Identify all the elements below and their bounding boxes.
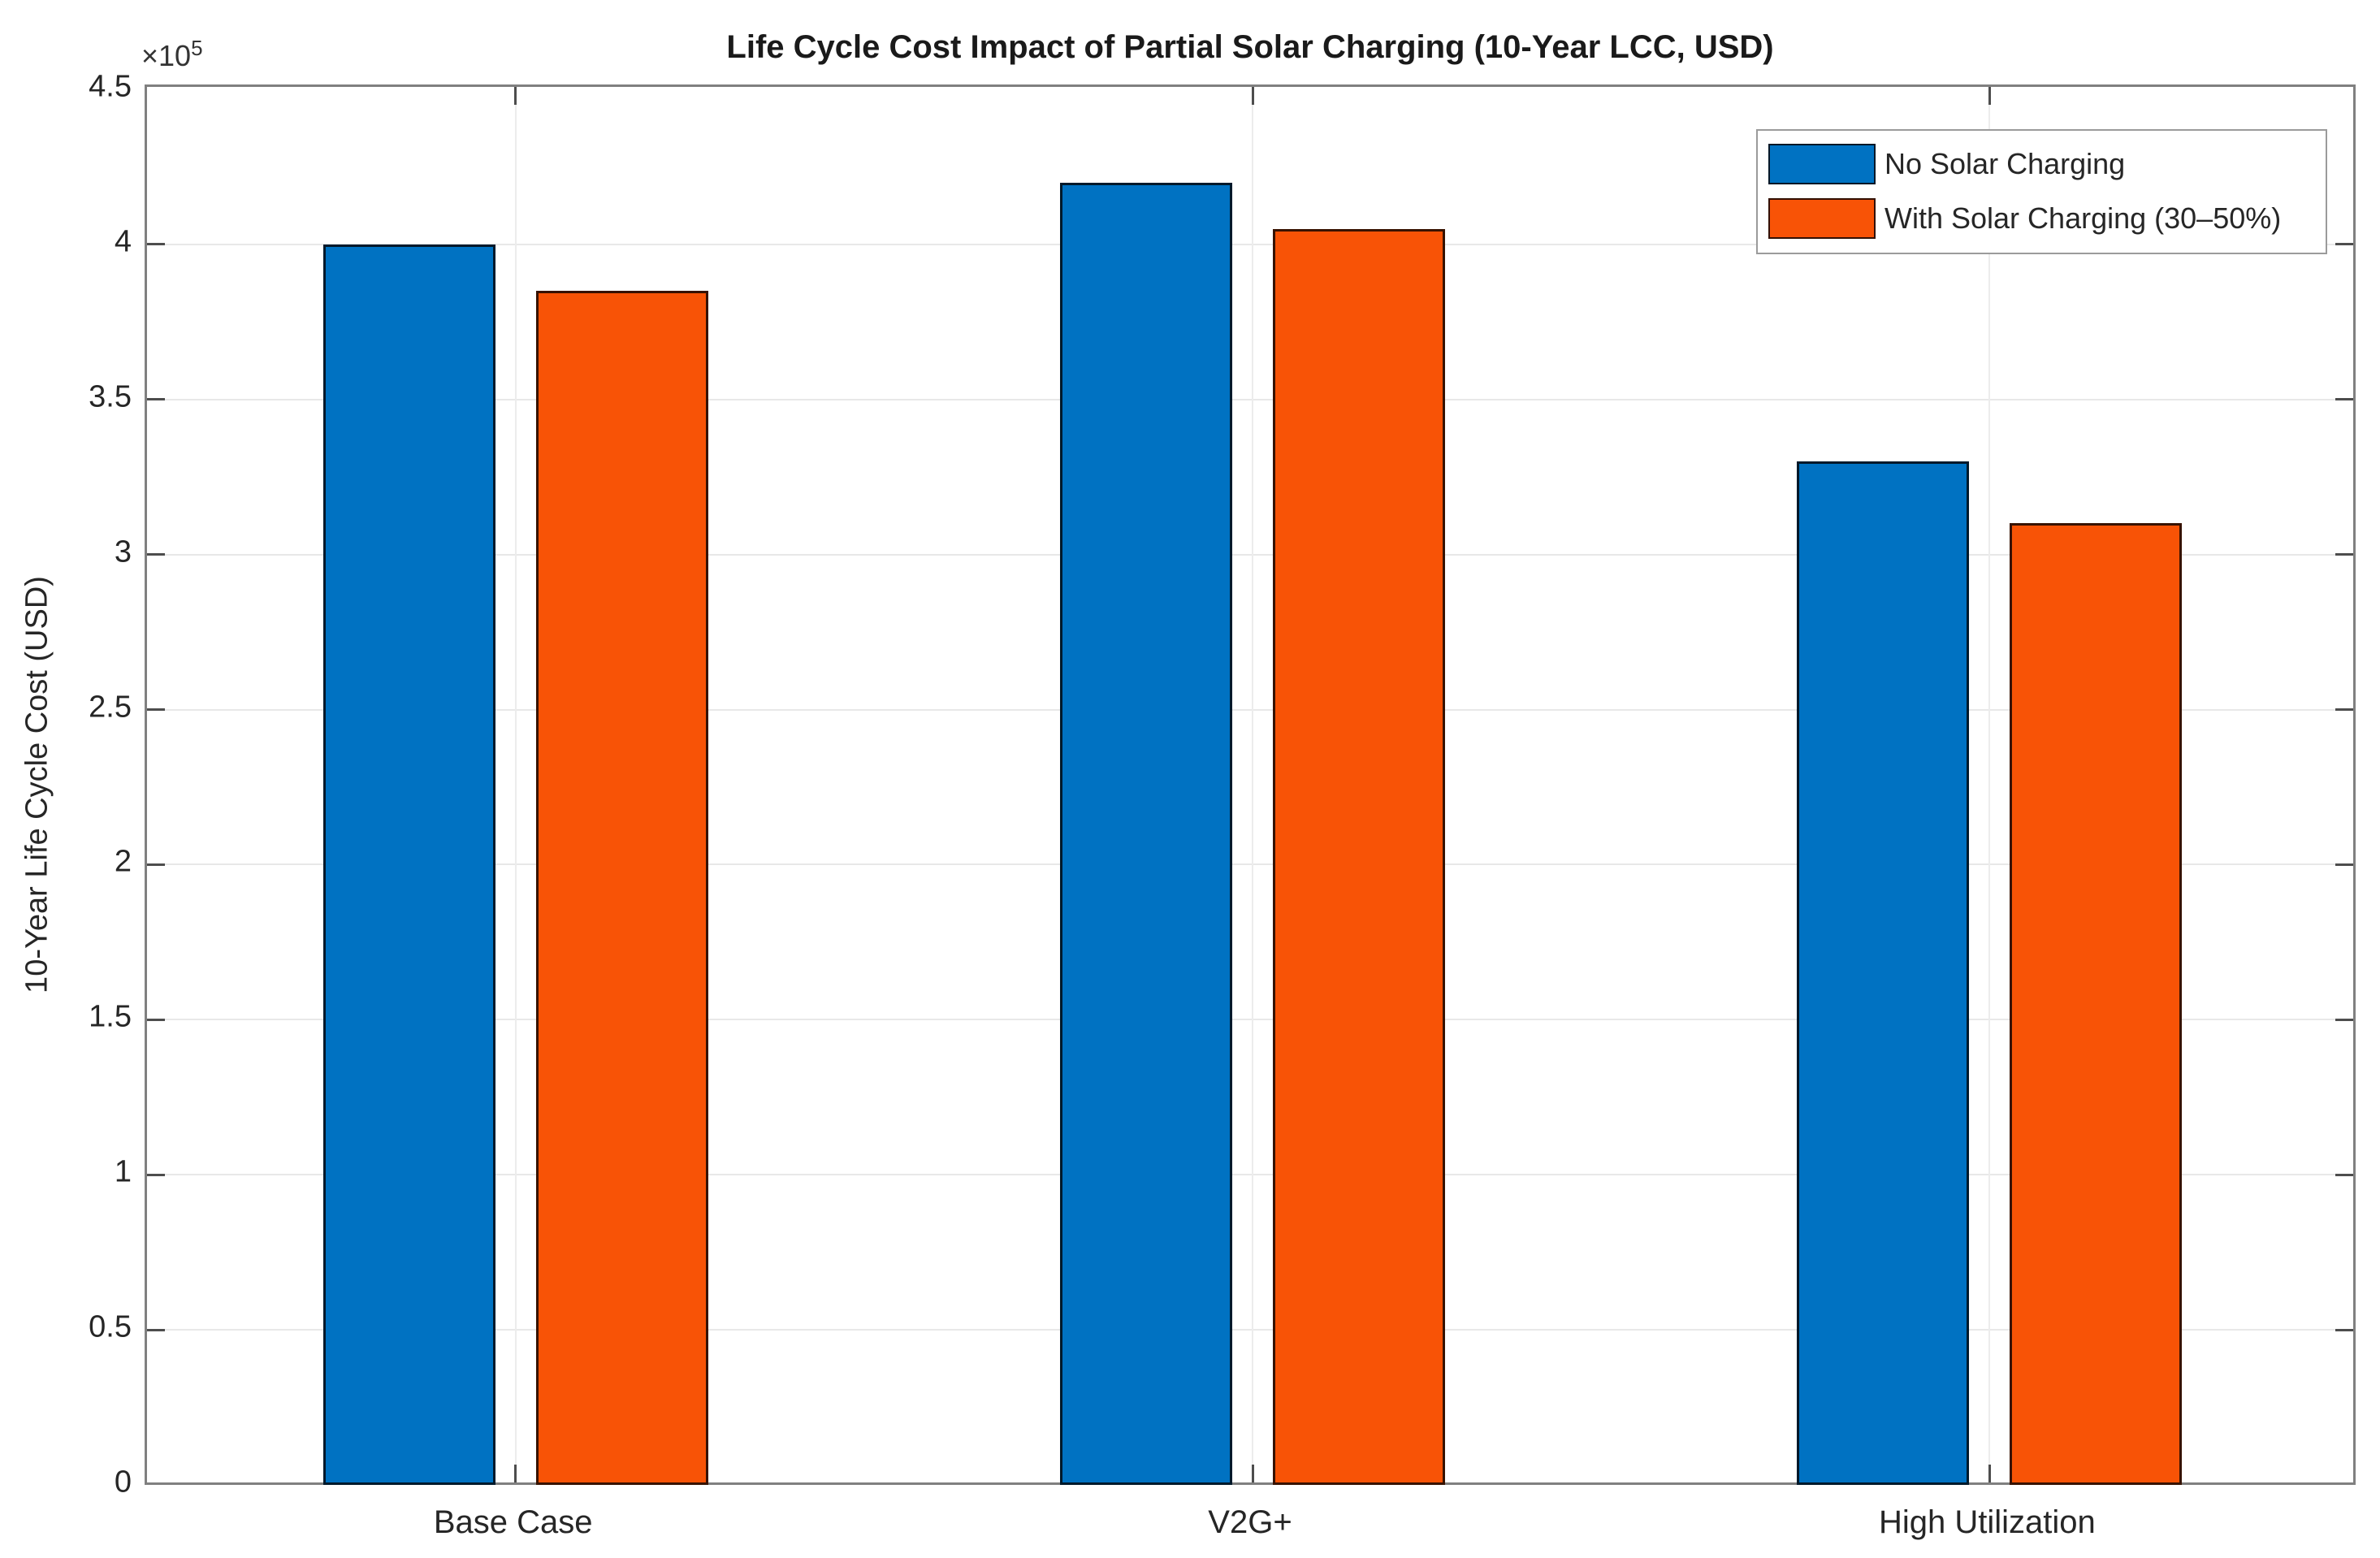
y-tick-label: 3.5	[89, 379, 132, 414]
y-tick-mark-left	[147, 1173, 165, 1176]
chart-title: Life Cycle Cost Impact of Partial Solar …	[726, 29, 1774, 65]
x-tick-label: V2G+	[1208, 1504, 1292, 1540]
y-gridline	[147, 398, 2353, 400]
legend-label: With Solar Charging (30–50%)	[1885, 201, 2282, 235]
y-tick-mark-right	[2335, 1173, 2353, 1176]
bar-series1-cat2	[1060, 182, 1232, 1485]
y-gridline	[147, 1329, 2353, 1331]
y-tick-label: 2	[114, 844, 132, 879]
y-axis-exponent-label: ×105	[141, 36, 203, 73]
y-tick-mark-left	[147, 708, 165, 712]
bar-series1-cat1	[322, 244, 495, 1485]
y-tick-mark-right	[2335, 1018, 2353, 1021]
y-tick-mark-left	[147, 863, 165, 866]
y-tick-mark-right	[2335, 398, 2353, 401]
x-tick-label: Base Case	[433, 1504, 593, 1540]
y-gridline	[147, 863, 2353, 866]
y-tick-label: 4	[114, 224, 132, 259]
x-gridline	[514, 87, 517, 1482]
y-tick-label: 3	[114, 534, 132, 569]
y-axis-exponent-base: ×10	[141, 39, 192, 72]
y-axis-exponent-power: 5	[191, 36, 203, 60]
y-tick-mark-right	[2335, 1328, 2353, 1331]
x-tick-label: High Utilization	[1878, 1504, 2096, 1540]
y-tick-label: 4.5	[89, 69, 132, 104]
y-tick-mark-left	[147, 1328, 165, 1331]
y-axis-label: 10-Year Life Cycle Cost (USD)	[19, 576, 54, 993]
bar-series2-cat1	[535, 291, 708, 1485]
y-tick-mark-left	[147, 553, 165, 556]
y-tick-label: 1.5	[89, 999, 132, 1034]
y-tick-label: 1	[114, 1154, 132, 1189]
y-tick-mark-right	[2335, 708, 2353, 712]
y-tick-label: 0.5	[89, 1309, 132, 1344]
x-tick-mark-bottom	[514, 1465, 517, 1482]
bar-series2-cat3	[2010, 523, 2183, 1485]
x-tick-mark-bottom	[1988, 1465, 1991, 1482]
legend-row: No Solar Charging	[1758, 144, 2326, 184]
y-tick-mark-left	[147, 398, 165, 401]
y-tick-mark-right	[2335, 553, 2353, 556]
y-tick-label: 0	[114, 1465, 132, 1500]
legend-swatch-with-solar	[1768, 198, 1876, 239]
y-tick-mark-right	[2335, 243, 2353, 246]
x-tick-mark-bottom	[1251, 1465, 1254, 1482]
y-gridline	[147, 243, 2353, 245]
y-gridline	[147, 1174, 2353, 1176]
bar-series1-cat3	[1797, 461, 1970, 1485]
legend: No Solar Charging With Solar Charging (30…	[1756, 129, 2327, 254]
legend-label: No Solar Charging	[1885, 147, 2126, 180]
bar-series2-cat2	[1273, 228, 1445, 1485]
x-tick-mark-top	[1988, 87, 1991, 105]
legend-swatch-no-solar	[1768, 144, 1876, 184]
x-gridline	[1988, 87, 1991, 1482]
y-gridline	[147, 1019, 2353, 1021]
legend-row: With Solar Charging (30–50%)	[1758, 198, 2326, 239]
plot-area	[145, 84, 2356, 1485]
y-gridline	[147, 708, 2353, 711]
x-gridline	[1252, 87, 1253, 1482]
x-tick-mark-top	[514, 87, 517, 105]
y-tick-label: 2.5	[89, 690, 132, 725]
x-tick-mark-top	[1251, 87, 1254, 105]
y-tick-mark-left	[147, 243, 165, 246]
y-tick-mark-right	[2335, 863, 2353, 866]
y-gridline	[147, 553, 2353, 556]
y-tick-mark-left	[147, 1018, 165, 1021]
